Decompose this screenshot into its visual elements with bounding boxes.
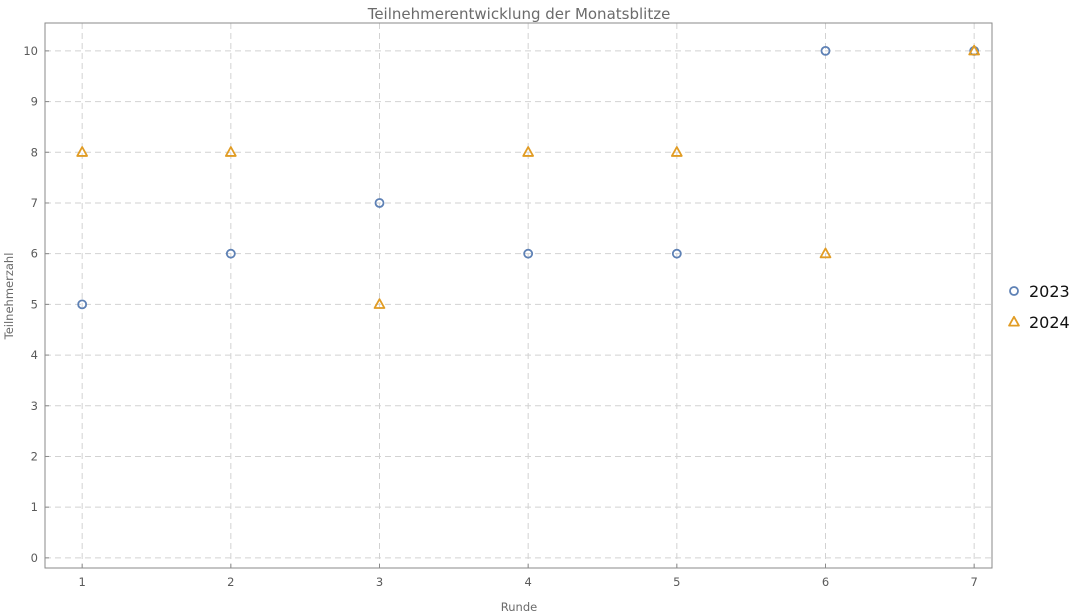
data-point-2024-6 <box>819 247 832 259</box>
legend-marker-2023 <box>1009 286 1019 296</box>
x-axis-label: Runde <box>501 600 537 614</box>
y-tick-label: 9 <box>31 95 38 109</box>
y-tick-label: 0 <box>31 551 38 565</box>
chart-title: Teilnehmerentwicklung der Monatsblitze <box>367 5 671 23</box>
data-point-2024-2 <box>224 146 237 157</box>
y-tick-label: 3 <box>31 399 38 413</box>
data-points <box>76 44 981 310</box>
x-tick-label: 6 <box>822 575 829 589</box>
y-tick-label: 2 <box>31 449 38 463</box>
legend-label-2023: 2023 <box>1029 282 1070 301</box>
y-axis-label: Teilnehmerzahl <box>2 253 16 341</box>
data-point-2024-3 <box>373 298 386 309</box>
x-tick-label: 5 <box>673 575 680 589</box>
x-tick-label: 4 <box>524 575 531 589</box>
data-point-2023-2 <box>225 248 236 259</box>
legend: 2023 2024 <box>1008 282 1070 332</box>
y-tick-label: 4 <box>31 348 38 362</box>
legend-label-2024: 2024 <box>1029 313 1070 332</box>
x-axis: 1 2 3 4 5 6 7 <box>79 564 978 589</box>
data-point-2023-3 <box>374 198 385 208</box>
data-point-2023-6 <box>820 45 831 56</box>
y-tick-label: 10 <box>23 44 38 58</box>
data-point-2024-5 <box>670 146 683 157</box>
y-tick-label: 7 <box>31 196 38 210</box>
x-tick-label: 1 <box>79 575 86 589</box>
x-tick-label: 2 <box>227 575 234 589</box>
data-point-2024-7 <box>968 44 981 56</box>
plot-frame <box>44 22 993 569</box>
y-tick-label: 1 <box>31 500 38 514</box>
data-point-2023-5 <box>671 248 682 259</box>
y-tick-label: 6 <box>31 247 38 261</box>
x-tick-label: 7 <box>970 575 977 589</box>
grid <box>45 23 992 568</box>
data-point-2024-4 <box>522 146 535 157</box>
x-tick-label: 3 <box>376 575 383 589</box>
y-axis: 0 1 2 3 4 5 6 7 8 9 10 <box>23 44 49 565</box>
y-tick-label: 8 <box>31 145 38 159</box>
legend-marker-2024 <box>1008 315 1020 327</box>
y-tick-label: 5 <box>31 297 38 311</box>
data-point-2023-4 <box>523 248 534 259</box>
data-point-2024-1 <box>76 146 89 157</box>
data-point-2023-1 <box>77 299 88 310</box>
